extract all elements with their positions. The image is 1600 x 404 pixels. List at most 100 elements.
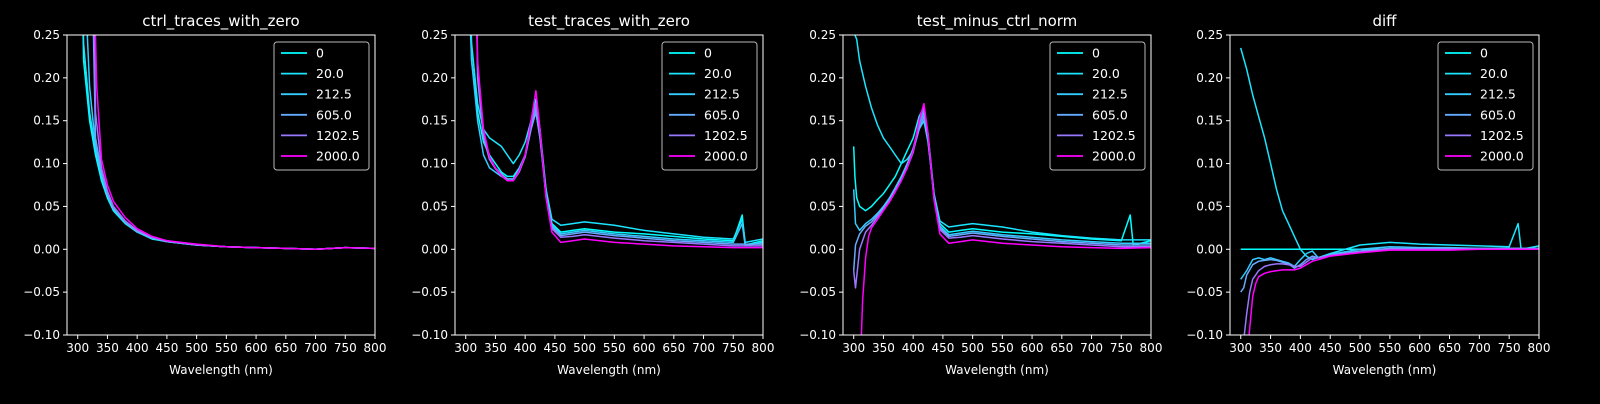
x-tick-label: 300 <box>842 341 865 355</box>
x-tick-label: 350 <box>1259 341 1282 355</box>
series-line-605.0 <box>852 115 1151 271</box>
legend-label: 605.0 <box>704 107 740 122</box>
plot-area <box>469 35 763 249</box>
y-tick-label: 0.25 <box>33 28 60 42</box>
chart-title: test_minus_ctrl_norm <box>917 12 1078 31</box>
series-line-2000.0 <box>94 35 375 251</box>
y-tick-label: −0.05 <box>1186 285 1223 299</box>
x-tick-label: 650 <box>1438 341 1461 355</box>
x-tick-label: 700 <box>1468 341 1491 355</box>
legend-label: 20.0 <box>1480 66 1508 81</box>
legend-label: 605.0 <box>316 107 352 122</box>
x-tick-label: 500 <box>1349 341 1372 355</box>
series-line-605.0 <box>1240 247 1539 293</box>
x-tick-label: 500 <box>573 341 596 355</box>
x-tick-label: 800 <box>1528 341 1551 355</box>
x-tick-label: 500 <box>961 341 984 355</box>
legend-label: 0 <box>316 46 324 61</box>
x-tick-label: 550 <box>1378 341 1401 355</box>
y-tick-label: 0.10 <box>33 157 60 171</box>
legend-label: 1202.5 <box>316 128 360 143</box>
legend-label: 605.0 <box>1092 107 1128 122</box>
x-tick-label: 350 <box>96 341 119 355</box>
y-tick-label: 0.05 <box>33 199 60 213</box>
y-tick-label: −0.05 <box>799 285 836 299</box>
plot-area <box>852 35 1151 335</box>
y-tick-label: 0.05 <box>809 199 836 213</box>
y-tick-label: −0.10 <box>1186 328 1223 342</box>
x-tick-label: 400 <box>514 341 537 355</box>
legend-label: 0 <box>1092 46 1100 61</box>
y-tick-label: 0.15 <box>809 114 836 128</box>
y-tick-label: 0.20 <box>421 71 448 85</box>
y-tick-label: 0.00 <box>809 242 836 256</box>
series-line-2000.0 <box>476 35 763 249</box>
axes-frame <box>842 34 1152 336</box>
legend: 0 20.0 212.5 605.0 1202.5 2000.0 <box>661 41 758 171</box>
legend-label: 20.0 <box>1092 66 1120 81</box>
y-tick-label: 0.20 <box>1196 71 1223 85</box>
x-tick-label: 400 <box>126 341 149 355</box>
x-tick-label: 300 <box>1229 341 1252 355</box>
x-tick-label: 350 <box>484 341 507 355</box>
x-tick-label: 650 <box>274 341 297 355</box>
x-tick-label: 350 <box>872 341 895 355</box>
chart-title: test_traces_with_zero <box>528 12 690 31</box>
series-line-2000.0 <box>860 102 1151 335</box>
x-axis-label: Wavelength (nm) <box>169 363 273 377</box>
x-tick-label: 400 <box>1289 341 1312 355</box>
y-tick-label: 0.00 <box>1196 242 1223 256</box>
y-tick-label: 0.20 <box>809 71 836 85</box>
legend-label: 212.5 <box>704 87 740 102</box>
x-tick-label: 400 <box>902 341 925 355</box>
x-tick-label: 700 <box>1080 341 1103 355</box>
y-tick-label: 0.05 <box>421 199 448 213</box>
chart-panel-1: ctrl_traces_with_zero 300 350 400 450 500 550 6… <box>23 12 387 377</box>
legend-label: 20.0 <box>316 66 344 81</box>
x-tick-label: 750 <box>1498 341 1521 355</box>
x-axis-label: Wavelength (nm) <box>557 363 661 377</box>
series-line-1202.5 <box>852 107 1151 289</box>
x-tick-label: 550 <box>215 341 238 355</box>
chart-title: diff <box>1372 12 1397 30</box>
axes-frame <box>454 34 764 336</box>
x-tick-label: 300 <box>66 341 89 355</box>
x-tick-label: 750 <box>334 341 357 355</box>
y-tick-label: 0.10 <box>421 157 448 171</box>
x-tick-label: 450 <box>1319 341 1342 355</box>
legend-label: 1202.5 <box>704 128 748 143</box>
y-tick-label: −0.10 <box>799 328 836 342</box>
y-tick-label: 0.00 <box>33 242 60 256</box>
y-tick-label: 0.25 <box>809 28 836 42</box>
plot-area <box>1239 47 1539 335</box>
x-tick-label: 500 <box>185 341 208 355</box>
y-tick-label: −0.10 <box>411 328 448 342</box>
x-axis-label: Wavelength (nm) <box>1333 363 1437 377</box>
x-tick-label: 600 <box>633 341 656 355</box>
chart-panel-2: test_traces_with_zero 300 350 400 450 500 550 6… <box>411 12 774 377</box>
x-tick-label: 750 <box>1110 341 1133 355</box>
legend-label: 2000.0 <box>316 149 360 164</box>
y-tick-label: −0.05 <box>411 285 448 299</box>
chart-panel-4: diff 300 350 400 450 500 550 600 650 700 750 800 −0.… <box>1186 12 1550 377</box>
y-tick-label: 0.10 <box>809 157 836 171</box>
x-tick-label: 450 <box>155 341 178 355</box>
x-tick-label: 650 <box>1050 341 1073 355</box>
legend-label: 2000.0 <box>1092 149 1136 164</box>
chart-panel-3: test_minus_ctrl_norm 300 350 400 450 500 550 60… <box>799 12 1162 377</box>
legend-label: 20.0 <box>704 66 732 81</box>
x-tick-label: 800 <box>364 341 387 355</box>
legend-label: 1202.5 <box>1092 128 1136 143</box>
legend-label: 605.0 <box>1480 107 1516 122</box>
x-axis-label: Wavelength (nm) <box>945 363 1049 377</box>
legend: 0 20.0 212.5 605.0 1202.5 2000.0 <box>1437 41 1534 171</box>
series-line-20.0 <box>1239 47 1539 261</box>
legend: 0 20.0 212.5 605.0 1202.5 2000.0 <box>273 41 370 171</box>
legend-label: 2000.0 <box>704 149 748 164</box>
x-tick-label: 600 <box>1408 341 1431 355</box>
y-tick-label: 0.25 <box>1196 28 1223 42</box>
series-line-2000.0 <box>1248 248 1539 335</box>
y-tick-label: 0.00 <box>421 242 448 256</box>
